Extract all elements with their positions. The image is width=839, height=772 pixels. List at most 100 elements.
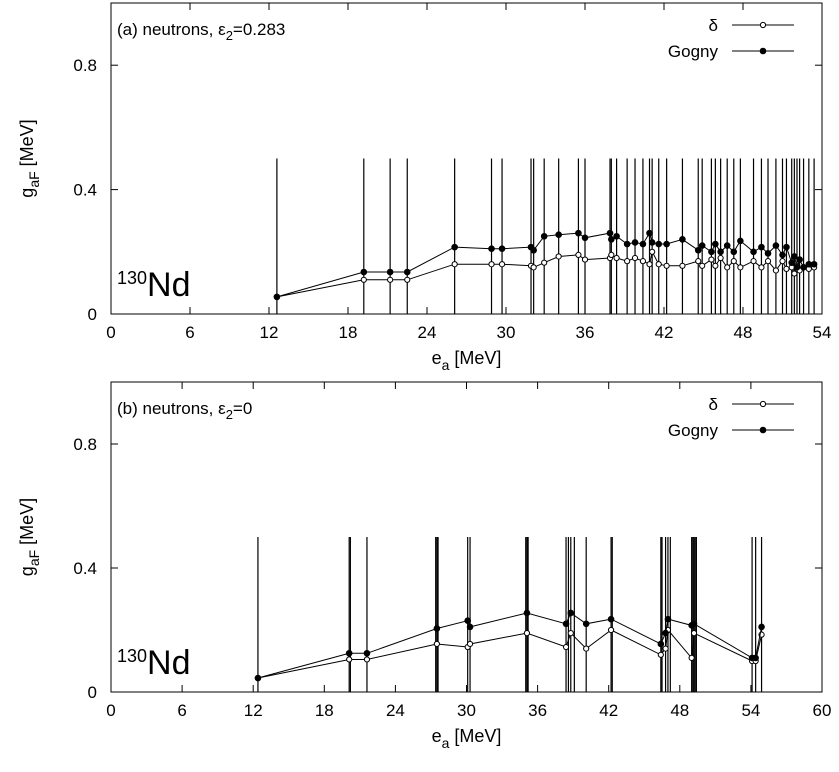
data-point-gogny <box>555 231 562 238</box>
data-point-gogny <box>613 232 620 240</box>
data-point-gogny <box>750 248 757 256</box>
data-point-delta <box>695 258 702 265</box>
y-tick-label: 0.8 <box>73 56 97 75</box>
data-point-gogny <box>662 629 669 637</box>
data-point-gogny <box>758 623 765 631</box>
data-point-gogny <box>796 256 803 263</box>
data-point-gogny <box>655 240 663 248</box>
x-axis-label-main: e <box>432 726 442 746</box>
data-point-delta <box>555 253 562 260</box>
x-axis-label-suffix: [MeV] <box>449 726 501 746</box>
panel-label: (a) neutrons, ε2=0.283 <box>117 20 285 43</box>
nucleus-label: 130Nd <box>117 266 191 304</box>
data-point-gogny <box>764 250 772 257</box>
x-tick-label: 24 <box>386 701 405 720</box>
x-tick-label: 6 <box>177 701 186 720</box>
data-point-delta <box>466 640 474 648</box>
x-axis-label: ea [MeV] <box>432 726 502 751</box>
data-point-delta <box>363 656 371 663</box>
series-line-delta <box>257 628 763 679</box>
data-point-gogny <box>386 268 394 276</box>
x-tick-label: 54 <box>741 701 760 720</box>
data-point-gogny <box>623 240 631 248</box>
y-axis-label-suffix: [MeV] <box>17 498 37 550</box>
series-line-gogny <box>257 612 763 679</box>
data-point-delta <box>791 270 798 277</box>
y-tick-label: 0.4 <box>73 181 97 200</box>
y-axis-label-main: g <box>17 566 37 576</box>
data-point-gogny <box>717 248 724 256</box>
data-point-gogny <box>694 246 702 254</box>
x-axis-label-sub: a <box>442 735 450 751</box>
data-point-gogny <box>708 248 715 256</box>
data-point-gogny <box>403 268 411 276</box>
nucleus-symbol: Nd <box>147 644 190 682</box>
data-point-delta <box>662 645 669 652</box>
x-tick-label: 60 <box>813 701 832 720</box>
x-tick-label: 18 <box>315 701 334 720</box>
data-point-gogny <box>254 674 262 682</box>
data-point-delta <box>498 261 506 268</box>
data-point-gogny <box>639 240 647 248</box>
data-point-gogny <box>488 245 495 252</box>
data-point-delta <box>575 251 582 259</box>
data-point-gogny <box>679 236 686 243</box>
data-point-gogny <box>631 239 639 246</box>
x-axis-label-sub: a <box>442 357 450 373</box>
data-point-delta <box>690 630 698 637</box>
data-point-gogny <box>466 623 474 631</box>
x-tick-label: 36 <box>576 323 595 342</box>
data-point-gogny <box>530 246 537 254</box>
data-point-delta <box>581 256 589 263</box>
x-tick-label: 54 <box>813 323 832 342</box>
data-point-delta <box>608 251 615 259</box>
data-point-delta <box>583 645 590 652</box>
data-point-delta <box>688 654 695 662</box>
data-point-gogny <box>562 620 570 628</box>
data-point-delta <box>451 261 458 268</box>
data-point-gogny <box>783 243 790 251</box>
data-point-delta <box>657 651 664 658</box>
data-point-delta <box>663 262 670 269</box>
plot-area <box>273 158 818 314</box>
data-point-delta <box>530 264 537 271</box>
data-point-delta <box>724 264 731 271</box>
y-tick-label: 0 <box>88 683 97 702</box>
panel-label-suffix: =0 <box>233 399 252 418</box>
panel-label: (b) neutrons, ε2=0 <box>117 399 252 422</box>
data-point-gogny <box>712 240 719 248</box>
data-point-delta <box>679 262 686 269</box>
panel-label-main: (b) neutrons, ε <box>117 399 226 418</box>
x-tick-label: 0 <box>106 323 115 342</box>
x-tick-label: 6 <box>185 323 194 342</box>
legend-label: δ <box>709 395 718 414</box>
data-point-delta <box>758 264 765 271</box>
legend-label: δ <box>709 16 718 35</box>
data-point-gogny <box>805 260 813 268</box>
data-point-gogny <box>433 625 441 632</box>
data-point-gogny <box>690 620 698 628</box>
data-point-gogny <box>498 245 506 252</box>
data-point-gogny <box>723 242 731 249</box>
data-point-delta <box>523 630 531 637</box>
data-point-gogny <box>273 293 281 301</box>
legend-label: Gogny <box>668 42 719 61</box>
nucleus-mass: 130 <box>117 268 147 288</box>
data-point-gogny <box>607 615 615 623</box>
data-point-delta <box>567 630 574 637</box>
nucleus-label: 130Nd <box>117 644 191 682</box>
data-point-gogny <box>540 232 548 240</box>
x-tick-label: 30 <box>457 701 476 720</box>
data-point-delta <box>708 256 715 263</box>
legend-marker <box>759 47 767 55</box>
data-point-delta <box>655 261 662 268</box>
data-point-delta <box>779 258 786 265</box>
data-point-delta <box>541 259 548 266</box>
data-point-gogny <box>363 649 371 657</box>
y-axis-label: gaF [MeV] <box>17 498 42 576</box>
data-point-delta <box>631 254 639 262</box>
data-point-delta <box>488 261 495 268</box>
data-point-gogny <box>608 236 615 243</box>
data-point-gogny <box>791 253 798 260</box>
